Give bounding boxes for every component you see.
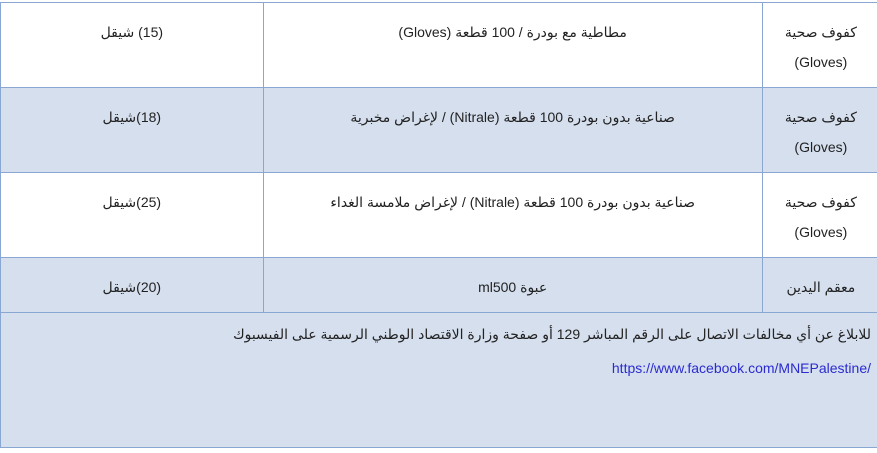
facebook-link[interactable]: https://www.facebook.com/MNEPalestine/ xyxy=(611,360,871,376)
item-description: صناعية بدون بودرة 100 قطعة (Nitrale) / ل… xyxy=(262,87,763,173)
footer-row: للابلاغ عن أي مخالفات الاتصال على الرقم … xyxy=(0,312,877,448)
item-description: مطاطية مع بودرة / 100 قطعة (Gloves) xyxy=(262,2,763,88)
item-price: (25)شيقل xyxy=(0,172,264,258)
table-row: كفوف صحية (Gloves) صناعية بدون بودرة 100… xyxy=(0,172,877,258)
item-name: كفوف صحية (Gloves) xyxy=(761,172,877,258)
item-price: (18)شيقل xyxy=(0,87,264,173)
item-name: كفوف صحية (Gloves) xyxy=(761,87,877,173)
table-row: معقم اليدين عبوة ml500 (20)شيقل xyxy=(0,257,877,313)
item-name: كفوف صحية (Gloves) xyxy=(761,2,877,88)
table-row: كفوف صحية (Gloves) صناعية بدون بودرة 100… xyxy=(0,87,877,173)
footer-cell: للابلاغ عن أي مخالفات الاتصال على الرقم … xyxy=(0,312,877,448)
item-price: (20)شيقل xyxy=(0,257,264,313)
item-name: معقم اليدين xyxy=(761,257,877,313)
table-row: كفوف صحية (Gloves) مطاطية مع بودرة / 100… xyxy=(0,2,877,88)
item-description: عبوة ml500 xyxy=(262,257,763,313)
report-notice: للابلاغ عن أي مخالفات الاتصال على الرقم … xyxy=(233,326,871,342)
item-description: صناعية بدون بودرة 100 قطعة (Nitrale) / ل… xyxy=(262,172,763,258)
item-price: (15) شيقل xyxy=(0,2,264,88)
